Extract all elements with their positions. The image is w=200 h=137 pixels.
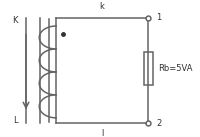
Text: L: L [13, 116, 17, 125]
Bar [144, 52, 153, 85]
Text: 1: 1 [156, 13, 161, 22]
Text: K: K [12, 16, 18, 25]
Text: l: l [101, 129, 103, 137]
Text: Rb=5VA: Rb=5VA [158, 64, 193, 73]
Text: k: k [100, 2, 104, 11]
Text: 2: 2 [156, 119, 161, 128]
